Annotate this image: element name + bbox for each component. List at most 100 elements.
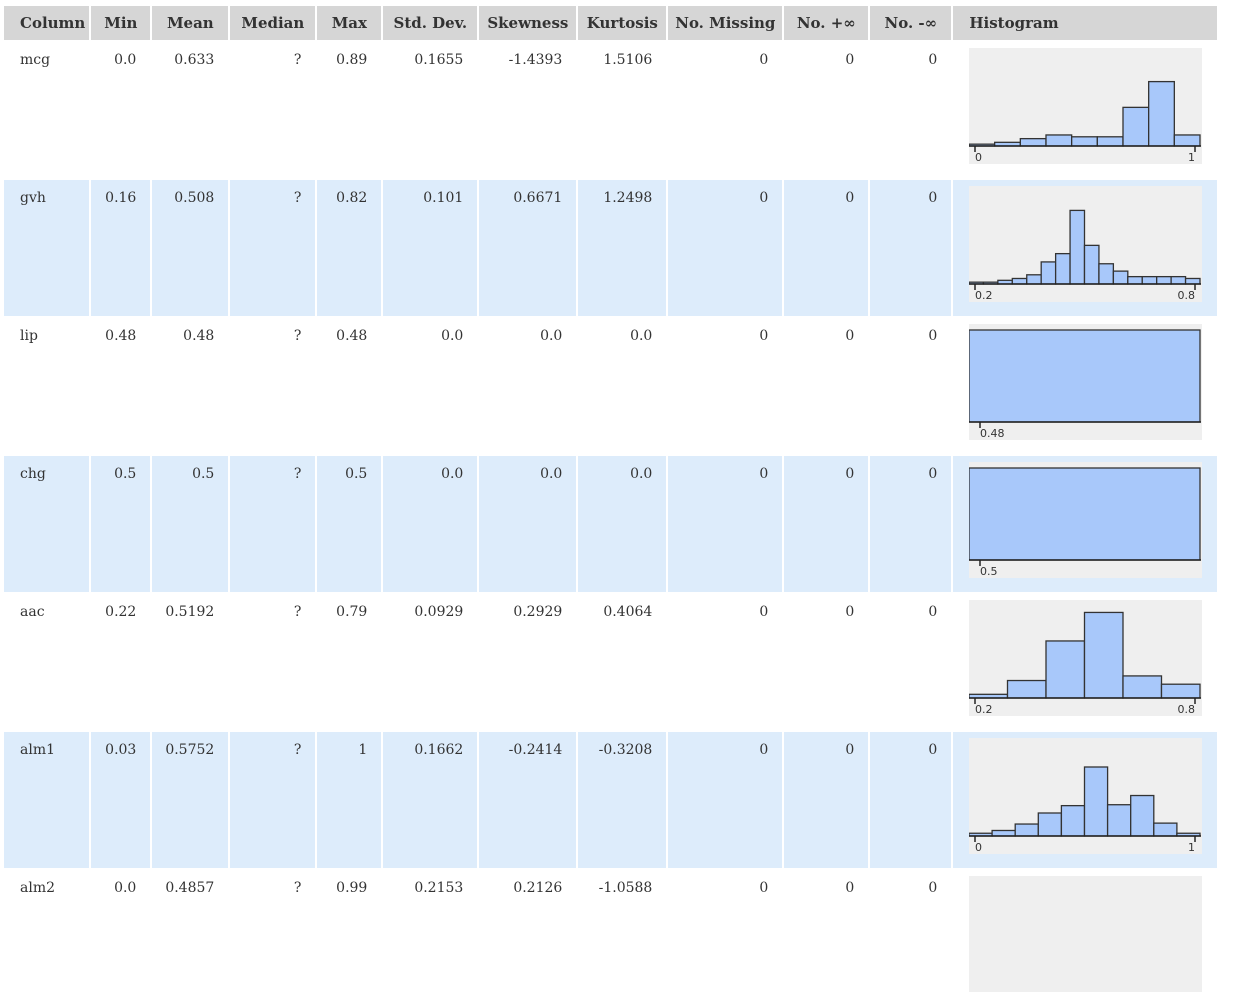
- histogram-bar: [1153, 822, 1178, 837]
- cell-histogram: 0.2 0.8: [953, 180, 1218, 316]
- cell-no-missing: 0: [759, 52, 769, 68]
- histogram-bar: [1107, 804, 1132, 837]
- cell-no-pos-inf: 0: [845, 880, 855, 896]
- cell-no-pos-inf: 0: [784, 456, 869, 592]
- col-header-min[interactable]: Min: [91, 6, 151, 40]
- cell-no-pos-inf: 0: [845, 328, 855, 344]
- table-row: mcg 0.0 0.633 ? 0.89 0.1655 -1.4393 1.51…: [4, 42, 1217, 178]
- histogram-bar: [1127, 275, 1144, 285]
- histogram-bar: [1122, 675, 1163, 699]
- col-header-column[interactable]: Column: [4, 6, 90, 40]
- histogram-bar: [1037, 812, 1063, 837]
- histogram-bar: [1122, 106, 1150, 147]
- histogram-bar: [1161, 683, 1201, 699]
- col-header-std-dev[interactable]: Std. Dev.: [383, 6, 478, 40]
- cell-histogram: 0.48: [953, 318, 1217, 454]
- cell-column-name: gvh: [4, 180, 90, 316]
- axis-tick-label: 0.2: [975, 703, 993, 716]
- cell-no-pos-inf: 0: [845, 52, 855, 68]
- histogram-bar: [1170, 275, 1187, 285]
- cell-no-pos-inf: 0: [784, 180, 869, 316]
- cell-median: ?: [230, 732, 316, 868]
- histogram-bar: [1098, 263, 1115, 285]
- cell-median: ?: [293, 52, 302, 68]
- axis-tick-label: 0.8: [1178, 289, 1196, 302]
- cell-std-dev: 0.2153: [414, 880, 464, 896]
- cell-max: 0.5: [317, 456, 382, 592]
- histogram-bar: [1097, 136, 1124, 147]
- cell-min: 0.0: [114, 52, 137, 68]
- histogram-bar: [1141, 275, 1158, 285]
- histogram-bar: [991, 829, 1017, 837]
- cell-no-neg-inf: 0: [928, 328, 938, 344]
- col-header-skewness[interactable]: Skewness: [479, 6, 577, 40]
- cell-std-dev: 0.0: [441, 328, 464, 344]
- col-header-no-pos-inf[interactable]: No. +∞: [784, 6, 869, 40]
- cell-kurtosis: 0.0: [630, 328, 653, 344]
- histogram-bar: [1045, 640, 1086, 699]
- table-row: alm2 0.0 0.4857 ? 0.99 0.2153 0.2126 -1.…: [4, 870, 1217, 1006]
- col-header-no-neg-inf[interactable]: No. -∞: [870, 6, 952, 40]
- cell-kurtosis: -1.0588: [598, 880, 653, 896]
- histogram-bar: [1011, 277, 1028, 285]
- axis-tick-label: 1: [1188, 151, 1195, 164]
- histogram-bar: [1045, 134, 1073, 147]
- cell-no-neg-inf: 0: [928, 52, 938, 68]
- histogram-chart: 0.2 0.8: [969, 186, 1203, 302]
- histogram-bar: [969, 467, 1201, 561]
- cell-median: ?: [293, 328, 302, 344]
- cell-no-missing: 0: [668, 180, 783, 316]
- col-header-mean[interactable]: Mean: [152, 6, 229, 40]
- cell-no-neg-inf: 0: [928, 604, 938, 620]
- cell-kurtosis: 1.2498: [578, 180, 667, 316]
- histogram-bar: [1061, 804, 1086, 837]
- histogram-bar: [969, 329, 1201, 423]
- cell-histogram: [953, 870, 1217, 1006]
- cell-kurtosis: -0.3208: [578, 732, 667, 868]
- cell-max: 0.99: [336, 880, 368, 896]
- col-header-max[interactable]: Max: [317, 6, 382, 40]
- cell-no-neg-inf: 0: [870, 180, 952, 316]
- table-row: lip 0.48 0.48 ? 0.48 0.0 0.0 0.0 0 0 0 0…: [4, 318, 1217, 454]
- cell-median: ?: [230, 180, 316, 316]
- axis-tick-label: 1: [1188, 841, 1195, 854]
- col-header-kurtosis[interactable]: Kurtosis: [578, 6, 667, 40]
- axis-tick-label: 0.48: [980, 427, 1005, 440]
- cell-median: ?: [293, 604, 302, 620]
- cell-no-pos-inf: 0: [845, 604, 855, 620]
- histogram-bar: [1020, 137, 1047, 147]
- cell-max: 0.82: [317, 180, 382, 316]
- col-header-no-missing[interactable]: No. Missing: [668, 6, 783, 40]
- cell-no-neg-inf: 0: [928, 880, 938, 896]
- cell-no-missing: 0: [759, 604, 769, 620]
- histogram-bar: [1014, 823, 1040, 837]
- cell-no-missing: 0: [668, 456, 783, 592]
- cell-column-name: lip: [20, 328, 38, 344]
- cell-max: 0.79: [336, 604, 368, 620]
- cell-no-missing: 0: [668, 732, 783, 868]
- cell-no-neg-inf: 0: [870, 456, 952, 592]
- col-header-histogram[interactable]: Histogram: [953, 6, 1218, 40]
- cell-max: 0.89: [336, 52, 368, 68]
- histogram-svg: 0.2 0.8: [969, 611, 1202, 716]
- cell-skewness: 0.0: [479, 456, 577, 592]
- cell-min: 0.16: [91, 180, 151, 316]
- axis-tick-label: 0: [975, 841, 982, 854]
- histogram-bar: [1026, 274, 1043, 285]
- cell-std-dev: 0.1655: [414, 52, 464, 68]
- cell-skewness: 0.2126: [513, 880, 563, 896]
- statistics-table: Column Min Mean Median Max Std. Dev. Ske…: [2, 4, 1219, 1008]
- axis-tick-label: 0.5: [980, 565, 998, 578]
- histogram-svg: 0.5: [969, 467, 1202, 578]
- histogram-svg: 0.48: [969, 329, 1202, 440]
- cell-no-neg-inf: 0: [870, 732, 952, 868]
- histogram-chart: [969, 876, 1203, 992]
- histogram-bar: [1071, 136, 1099, 147]
- histogram-bar: [1174, 134, 1201, 147]
- cell-mean: 0.5192: [165, 604, 215, 620]
- cell-min: 0.0: [114, 880, 137, 896]
- cell-min: 0.5: [91, 456, 151, 592]
- col-header-median[interactable]: Median: [230, 6, 316, 40]
